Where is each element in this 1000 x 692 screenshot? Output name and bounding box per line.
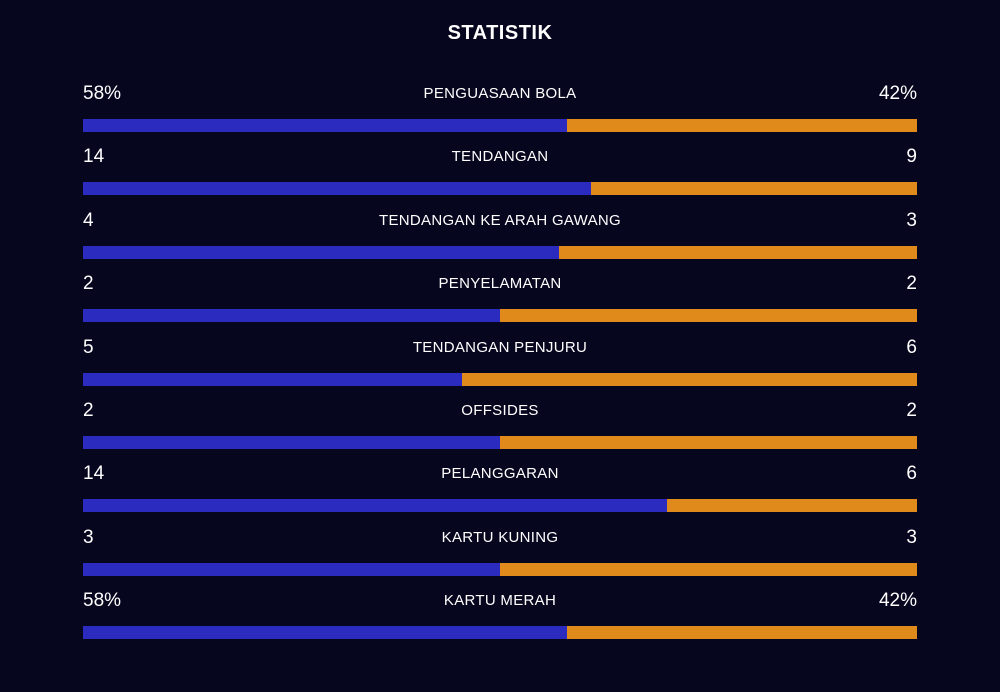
home-value: 2	[83, 399, 94, 421]
away-bar	[462, 372, 917, 386]
stat-row-shots: 14 TENDANGAN 9	[83, 143, 917, 206]
stat-row-saves: 2 PENYELAMATAN 2	[83, 270, 917, 333]
page-title: STATISTIK	[447, 22, 553, 44]
stat-row-yellow-cards: 3 KARTU KUNING 3	[83, 524, 917, 587]
comparison-bar	[83, 435, 917, 449]
home-bar	[83, 245, 560, 259]
comparison-bar	[83, 119, 917, 132]
stat-label: TENDANGAN	[451, 148, 549, 166]
home-bar	[83, 182, 591, 196]
stat-label: KARTU KUNING	[441, 528, 559, 546]
away-value: 42%	[878, 83, 917, 104]
stat-label: TENDANGAN KE ARAH GAWANG	[379, 211, 621, 229]
stat-head: 58% PENGUASAAN BOLA 42%	[83, 80, 917, 118]
home-value: 14	[83, 146, 105, 168]
home-value: 58%	[83, 83, 122, 104]
stat-head: 14 PELANGGARAN 6	[83, 460, 917, 498]
home-bar	[83, 562, 500, 576]
stat-row-shots-on-target: 4 TENDANGAN KE ARAH GAWANG 3	[83, 207, 917, 270]
stat-row-offsides: 2 OFFSIDES 2	[83, 397, 917, 460]
away-value: 2	[906, 273, 917, 295]
comparison-bar	[83, 182, 917, 196]
home-bar	[83, 435, 500, 449]
stat-head: 2 PENYELAMATAN 2	[83, 270, 917, 308]
away-bar	[500, 562, 917, 576]
away-bar	[666, 499, 917, 513]
away-value: 3	[906, 526, 917, 548]
away-value: 6	[906, 336, 917, 358]
comparison-bar	[83, 499, 917, 513]
away-bar	[500, 309, 917, 323]
stat-label: KARTU MERAH	[443, 592, 557, 610]
stat-head: 14 TENDANGAN 9	[83, 143, 917, 181]
home-value: 3	[83, 526, 94, 548]
stat-row-corners: 5 TENDANGAN PENJURU 6	[83, 334, 917, 397]
stats-list: 58% PENGUASAAN BOLA 42% 14 TENDANGAN 9 4…	[83, 80, 917, 651]
home-bar	[83, 119, 567, 132]
comparison-bar	[83, 309, 917, 323]
away-value: 3	[906, 209, 917, 231]
comparison-bar	[83, 562, 917, 576]
stat-head: 5 TENDANGAN PENJURU 6	[83, 334, 917, 372]
home-bar	[83, 499, 667, 513]
away-value: 6	[906, 463, 917, 485]
stat-head: 3 KARTU KUNING 3	[83, 524, 917, 562]
comparison-bar	[83, 626, 917, 640]
stat-head: 2 OFFSIDES 2	[83, 397, 917, 435]
away-bar	[566, 626, 917, 640]
stat-label: TENDANGAN PENJURU	[412, 338, 588, 356]
away-bar	[590, 182, 917, 196]
home-bar	[83, 372, 463, 386]
stat-row-fouls: 14 PELANGGARAN 6	[83, 460, 917, 523]
home-value: 4	[83, 209, 94, 231]
away-value: 9	[906, 146, 917, 168]
home-bar	[83, 309, 500, 323]
stat-label: PENYELAMATAN	[438, 275, 562, 293]
home-value: 5	[83, 336, 94, 358]
stat-row-red-cards: 58% KARTU MERAH 42%	[83, 587, 917, 650]
home-value: 58%	[83, 590, 122, 612]
stat-label: OFFSIDES	[461, 401, 539, 419]
away-bar	[566, 119, 917, 132]
away-value: 2	[906, 399, 917, 421]
away-bar	[559, 245, 917, 259]
comparison-bar	[83, 372, 917, 386]
stat-head: 58% KARTU MERAH 42%	[83, 587, 917, 625]
home-value: 14	[83, 463, 105, 485]
home-value: 2	[83, 273, 94, 295]
stat-head: 4 TENDANGAN KE ARAH GAWANG 3	[83, 207, 917, 245]
home-bar	[83, 626, 567, 640]
stat-label: PENGUASAAN BOLA	[423, 85, 577, 102]
comparison-bar	[83, 245, 917, 259]
away-value: 42%	[878, 590, 917, 612]
stat-row-ball-possession: 58% PENGUASAAN BOLA 42%	[83, 80, 917, 143]
stat-label: PELANGGARAN	[441, 465, 559, 483]
away-bar	[500, 435, 917, 449]
